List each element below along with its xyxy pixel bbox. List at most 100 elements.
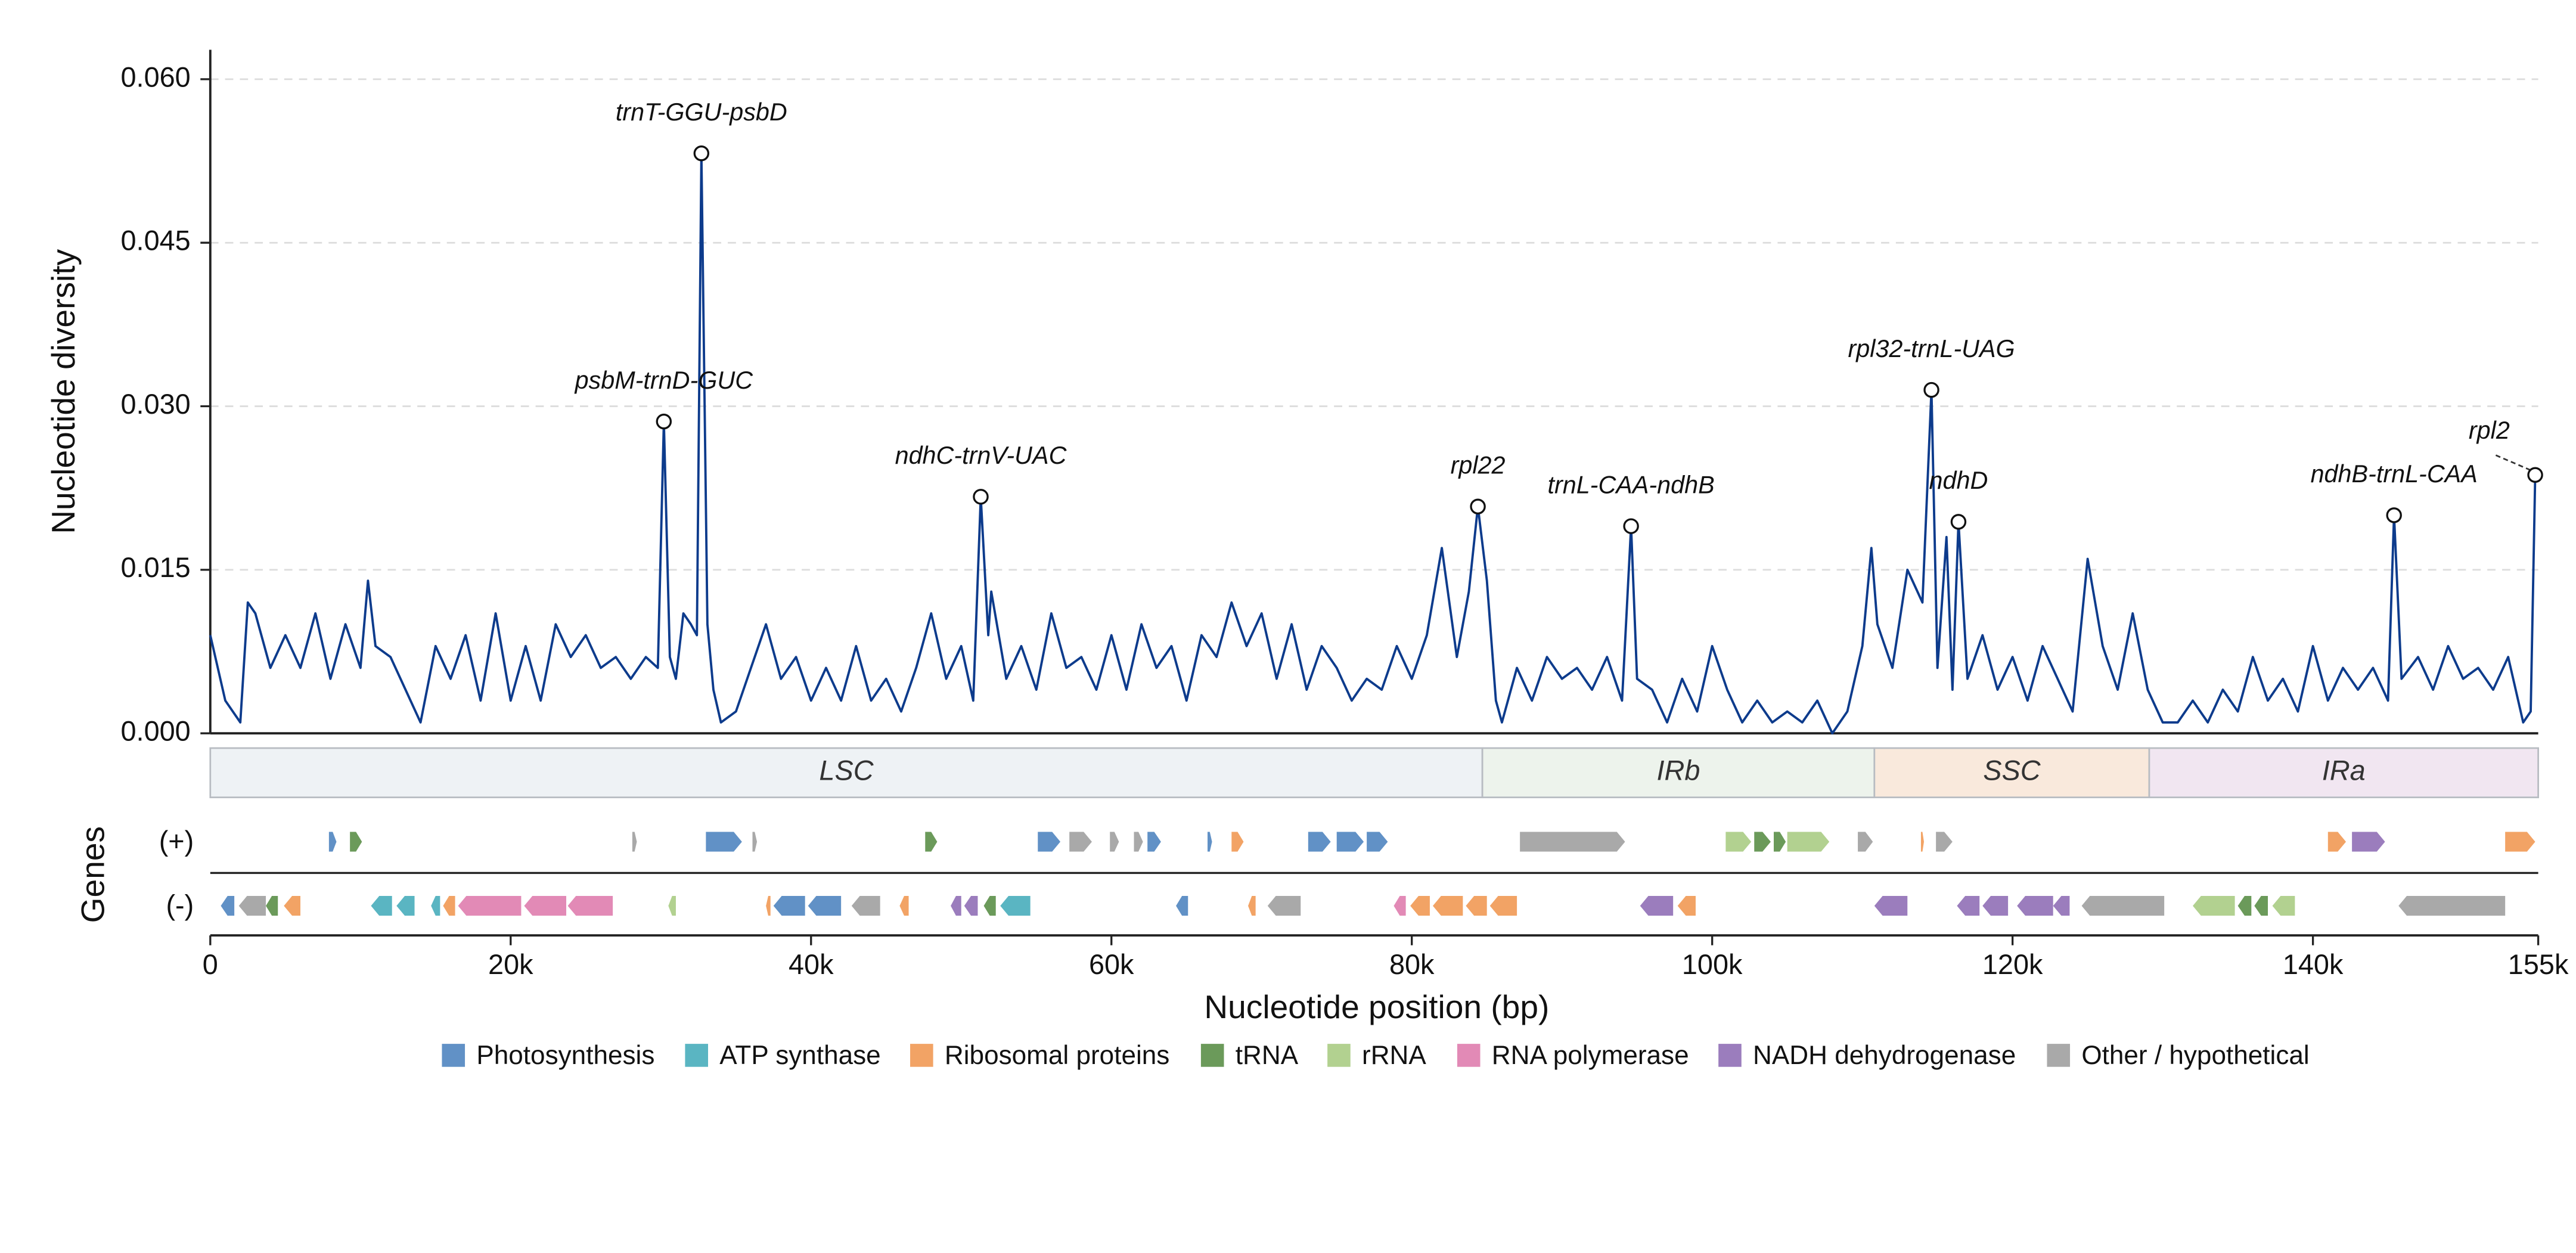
- x-tick-label: 0: [203, 949, 218, 980]
- gene-arrow: [1787, 832, 1830, 852]
- gene-arrow: [524, 896, 567, 916]
- gene-arrow: [1677, 896, 1696, 916]
- region-label: SSC: [1983, 755, 2041, 786]
- gene-arrow: [2352, 832, 2385, 852]
- gene-arrow: [2017, 896, 2053, 916]
- legend-swatch: [685, 1044, 708, 1067]
- gene-arrow: [567, 896, 613, 916]
- gene-arrow: [1147, 832, 1161, 852]
- gene-arrow: [668, 896, 676, 916]
- peak-marker: [1923, 382, 1939, 398]
- x-tick-label: 80k: [1389, 949, 1435, 980]
- gene-arrow: [1858, 832, 1873, 852]
- peak-label: trnT-GGU-psbD: [616, 98, 787, 126]
- x-axis-label: Nucleotide position (bp): [1204, 988, 1549, 1025]
- peak-label: rpl22: [1451, 452, 1506, 479]
- region-band: [209, 747, 1483, 799]
- diversity-line: [209, 152, 2537, 735]
- legend-label: rRNA: [1362, 1041, 1426, 1070]
- legend-swatch: [1457, 1044, 1481, 1067]
- gene-arrow: [1725, 832, 1752, 852]
- gene-arrow: [632, 832, 637, 852]
- gene-arrow: [1208, 832, 1212, 852]
- y-tick-label: 0.015: [121, 552, 191, 583]
- gene-arrow: [350, 832, 362, 852]
- gene-arrow: [1489, 896, 1517, 916]
- legend-label: Ribosomal proteins: [945, 1041, 1169, 1070]
- gene-arrow: [2398, 896, 2506, 916]
- gene-arrow: [1410, 896, 1430, 916]
- region-label: IRa: [2322, 755, 2366, 786]
- gene-arrow: [851, 896, 880, 916]
- gene-arrow: [1367, 832, 1388, 852]
- legend-swatch: [1718, 1044, 1742, 1067]
- gene-arrow: [266, 896, 278, 916]
- x-tick-label: 140k: [2283, 949, 2344, 980]
- gene-arrow: [964, 896, 978, 916]
- legend-label: NADH dehydrogenase: [1753, 1041, 2016, 1070]
- legend-swatch: [442, 1044, 465, 1067]
- peak-marker: [2386, 507, 2402, 523]
- gene-arrow: [2505, 832, 2535, 852]
- gene-arrow: [2053, 896, 2070, 916]
- gene-arrow: [766, 896, 771, 916]
- gene-arrow: [752, 832, 758, 852]
- x-tick-label: 100k: [1682, 949, 1743, 980]
- gene-arrow: [1308, 832, 1331, 852]
- y-tick-label: 0.000: [121, 716, 191, 747]
- y-tick-label: 0.045: [121, 225, 191, 256]
- peak-label: ndhD: [1929, 467, 1988, 494]
- legend-swatch: [910, 1044, 933, 1067]
- gene-arrow: [443, 896, 455, 916]
- gene-arrow: [773, 896, 805, 916]
- gene-arrow: [238, 896, 266, 916]
- gene-arrow: [1520, 832, 1625, 852]
- gene-arrow: [951, 896, 961, 916]
- gene-arrow: [2272, 896, 2295, 916]
- legend-label: RNA polymerase: [1492, 1041, 1689, 1070]
- peak-marker: [973, 489, 989, 505]
- gene-arrow: [1754, 832, 1771, 852]
- gene-arrow: [899, 896, 909, 916]
- gene-arrow: [1069, 832, 1092, 852]
- legend-swatch: [1327, 1044, 1351, 1067]
- gene-arrow: [2081, 896, 2165, 916]
- gene-arrow: [1267, 896, 1301, 916]
- gene-arrow: [1466, 896, 1487, 916]
- region-band: [2148, 747, 2539, 799]
- x-tick-label: 60k: [1089, 949, 1134, 980]
- legend-label: Other / hypothetical: [2081, 1041, 2309, 1070]
- gene-arrow: [1393, 896, 1406, 916]
- legend-swatch: [2047, 1044, 2071, 1067]
- legend-label: Photosynthesis: [476, 1041, 654, 1070]
- peak-marker: [1470, 498, 1486, 515]
- gene-track-label: Genes: [74, 826, 111, 923]
- x-tick-label: 20k: [488, 949, 533, 980]
- gene-arrow: [458, 896, 522, 916]
- peak-marker: [693, 145, 710, 162]
- peak-label: ndhB-trnL-CAA: [2311, 460, 2478, 488]
- gene-arrow: [328, 832, 337, 852]
- peak-marker: [1623, 518, 1639, 534]
- gene-arrow: [1640, 896, 1674, 916]
- peak-marker: [656, 413, 672, 430]
- gene-arrow: [396, 896, 415, 916]
- gene-arrow: [1957, 896, 1980, 916]
- legend-label: ATP synthase: [719, 1041, 880, 1070]
- peak-label: ndhC-trnV-UAC: [895, 442, 1067, 469]
- gene-arrow: [1432, 896, 1463, 916]
- gene-arrow: [1936, 832, 1953, 852]
- gene-arrow: [1110, 832, 1119, 852]
- peak-marker: [1950, 514, 1967, 530]
- gene-arrow: [371, 896, 392, 916]
- gene-arrow: [1336, 832, 1364, 852]
- region-label: IRb: [1657, 755, 1700, 786]
- minus-strand-label: (-): [166, 890, 194, 921]
- peak-label: trnL-CAA-ndhB: [1547, 471, 1714, 498]
- gene-arrow: [1248, 896, 1256, 916]
- gene-arrow: [1038, 832, 1061, 852]
- gene-arrow: [925, 832, 938, 852]
- gene-arrow: [983, 896, 996, 916]
- gene-arrow: [1000, 896, 1031, 916]
